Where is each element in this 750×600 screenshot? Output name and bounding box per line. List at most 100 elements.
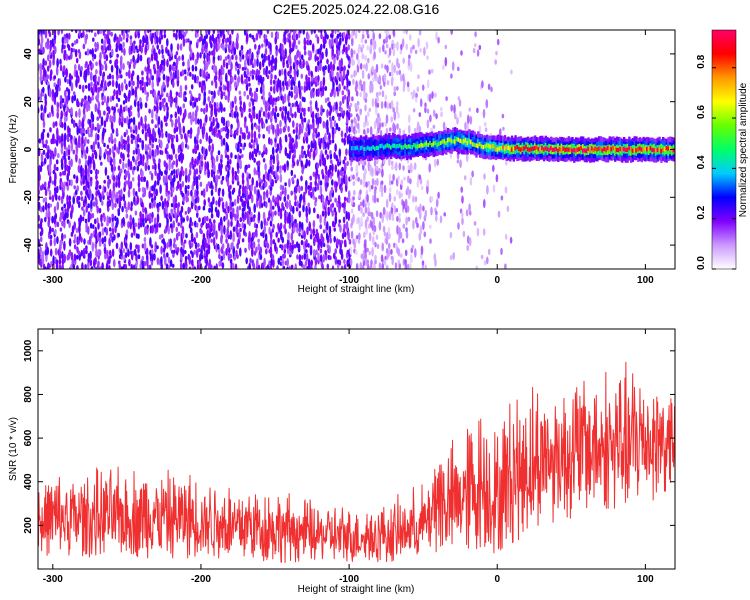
spectrogram-signal-cell — [628, 146, 631, 151]
spectrogram-cell — [165, 263, 169, 269]
spectrogram-signal-cell — [397, 144, 400, 149]
spectrogram-cell — [444, 56, 448, 67]
spectrogram-cell — [239, 148, 242, 154]
spectrogram-cell — [172, 134, 175, 139]
spectrogram-cell — [350, 166, 354, 172]
spectrogram-cell — [236, 127, 239, 136]
spectrogram-cell — [272, 65, 275, 71]
spectrogram-cell — [95, 248, 98, 258]
spectrogram-cell — [336, 33, 340, 39]
spectrogram-cell — [229, 127, 233, 136]
spectrogram-cell — [480, 254, 484, 260]
spectrogram-cell — [295, 33, 299, 41]
spectrogram-cell — [279, 127, 283, 135]
spectrogram-cell — [381, 122, 384, 128]
spectrogram-cell — [330, 186, 334, 194]
spectrogram-cell — [170, 190, 173, 198]
spectrogram-cell — [274, 105, 278, 113]
spectrogram-cell — [225, 62, 229, 70]
spectrogram-cell — [145, 35, 149, 45]
spectrogram-cell — [309, 184, 313, 192]
spectrogram-cell — [422, 221, 425, 231]
spectrogram-cell — [78, 135, 81, 145]
spectrogram-signal-cell — [400, 145, 403, 150]
spectrogram-cell — [298, 51, 302, 60]
spectrogram-cell — [164, 147, 168, 155]
spectrogram-cell — [218, 253, 221, 260]
spectrogram-cell — [456, 117, 459, 125]
spectrogram-cell — [111, 79, 115, 88]
spectrogram-cell — [112, 190, 116, 198]
spectrogram-signal-cell — [427, 142, 430, 148]
spectrogram-cell — [59, 171, 62, 177]
spectrogram-cell — [331, 115, 335, 121]
spectrogram-cell — [271, 179, 275, 187]
spectrogram-cell — [226, 242, 230, 251]
spectrogram-cell — [39, 67, 43, 77]
spectrogram-cell — [122, 153, 125, 162]
spectrogram-cell — [305, 239, 308, 245]
spectrogram-cell — [462, 230, 466, 238]
spectrogram-cell — [94, 48, 97, 53]
spectrogram-cell — [192, 164, 195, 170]
spectrogram-cell — [450, 30, 453, 35]
spectrogram-cell — [226, 159, 230, 168]
spectrogram-cell — [165, 122, 168, 127]
spectrogram-cell — [139, 221, 143, 228]
spectrogram-cell — [333, 119, 337, 128]
spectrogram-cell — [343, 156, 347, 161]
spectrogram-cell — [170, 208, 173, 214]
spectrogram-cell — [160, 120, 163, 131]
spectrogram-cell — [207, 73, 211, 80]
spectrogram-cell — [216, 30, 220, 34]
spectrogram-cell — [82, 209, 86, 217]
spectrogram-signal-cell — [644, 146, 647, 151]
figure-title: C2E5.2025.024.22.08.G16 — [273, 1, 440, 17]
spectrogram-cell — [324, 38, 327, 45]
spectrogram-cell — [459, 110, 462, 118]
spectrogram-cell — [341, 90, 345, 96]
spectrogram-signal-cell — [374, 146, 377, 151]
spectrogram-cell — [153, 131, 157, 140]
spectrogram-cell — [66, 78, 70, 85]
spectrogram-cell — [392, 30, 396, 37]
spectrogram-cell — [239, 142, 243, 148]
spectrogram-cell — [500, 195, 504, 201]
spectrogram-cell — [269, 199, 273, 210]
spectrogram-cell — [138, 43, 142, 52]
spectrogram-cell — [125, 83, 128, 91]
spectrogram-cell — [53, 163, 57, 172]
spectrogram-signal-cell — [535, 144, 539, 155]
spectrogram-cell — [289, 242, 292, 252]
spectrogram-cell — [137, 53, 140, 63]
spectrogram-cell — [308, 221, 312, 232]
spectrogram-cell — [243, 200, 246, 209]
spectrogram-cell — [258, 44, 261, 50]
spectrogram-cell — [412, 219, 415, 230]
spectrogram-cell — [93, 149, 97, 156]
spectrogram-signal-cell — [365, 146, 368, 152]
spectrogram-cell — [53, 187, 57, 192]
spectrogram-cell — [357, 239, 361, 244]
spectrogram-cell — [288, 199, 292, 210]
spectrogram-cell — [119, 158, 122, 165]
spectrogram-cell — [139, 97, 142, 103]
spectrogram-cell — [203, 147, 206, 157]
spectrogram-cell — [238, 134, 242, 145]
spectrogram-cell — [195, 139, 199, 145]
spectrogram-cell — [214, 206, 218, 213]
spectrogram-cell — [388, 210, 392, 221]
spectrogram-cell — [241, 66, 245, 71]
spectrogram-cell — [325, 169, 328, 175]
spectrogram-cell — [222, 250, 226, 261]
spectrogram-cell — [231, 54, 234, 60]
spectrogram-cell — [122, 193, 126, 202]
spectrogram-cell — [328, 132, 331, 141]
spectrogram-cell — [186, 145, 190, 150]
spectrogram-signal-cell — [621, 147, 624, 152]
spectrogram-signal-cell — [532, 146, 535, 151]
spectrogram-cell — [279, 184, 283, 191]
spectrogram-cell — [139, 153, 143, 163]
spectrogram-cell — [279, 255, 283, 261]
spectrogram-cell — [170, 154, 173, 161]
